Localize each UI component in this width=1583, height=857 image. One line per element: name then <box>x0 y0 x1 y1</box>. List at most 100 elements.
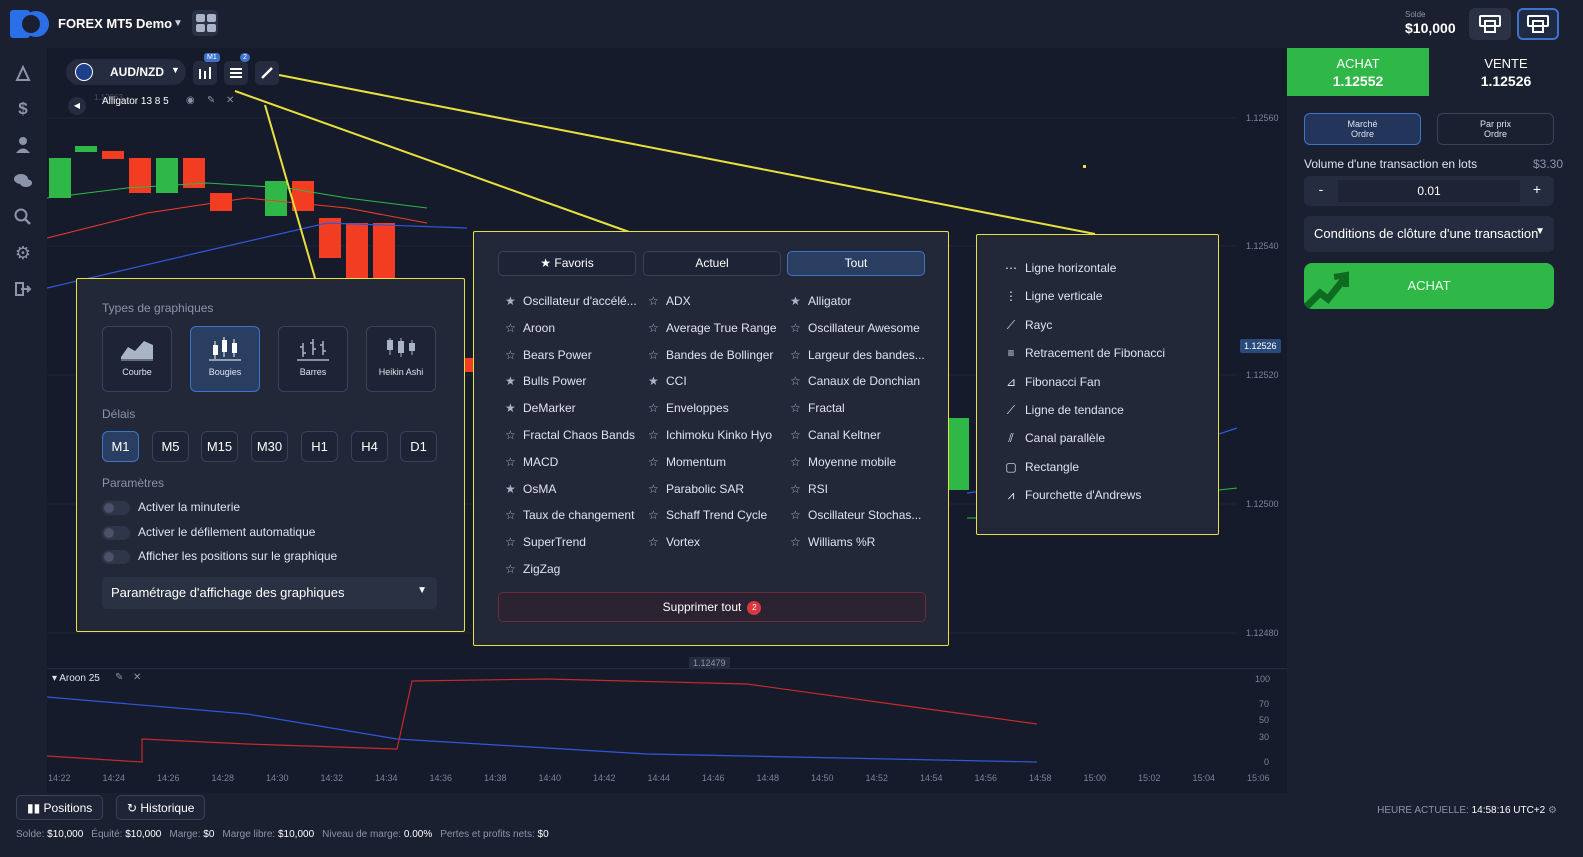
display-settings-dropdown[interactable]: Paramétrage d'affichage des graphiques ▼ <box>102 577 437 609</box>
dollar-icon[interactable]: $ <box>18 99 28 118</box>
indicator-item[interactable]: ☆ Moyenne mobile <box>790 455 928 469</box>
drawing-tool-item[interactable]: ⋮ Ligne verticale <box>1003 289 1102 303</box>
timeframe-h4[interactable]: H4 <box>351 431 388 462</box>
star-icon[interactable]: ★ <box>790 294 801 308</box>
indicator-item[interactable]: ☆ Oscillateur Stochas... <box>790 508 928 522</box>
drawing-tool-item[interactable]: ⫽ Canal parallèle <box>1003 431 1105 446</box>
indicator-item[interactable]: ★ DeMarker <box>505 401 643 415</box>
star-icon[interactable]: ☆ <box>648 535 659 550</box>
indicator-item[interactable]: ☆ Largeur des bandes... <box>790 348 928 362</box>
indicator-item[interactable]: ★ CCI <box>648 374 786 388</box>
drawing-tool-item[interactable]: ≡ Retracement de Fibonacci <box>1003 346 1165 360</box>
timeframe-m15[interactable]: M15 <box>201 431 238 462</box>
timeframe-m30[interactable]: M30 <box>251 431 288 462</box>
star-icon[interactable]: ☆ <box>790 347 801 362</box>
assets-icon[interactable] <box>12 62 34 84</box>
logout-icon[interactable] <box>12 278 34 300</box>
autoscroll-toggle[interactable] <box>102 525 130 540</box>
indicator-item[interactable]: ☆ Taux de changement <box>505 508 643 522</box>
tab-current[interactable]: Actuel <box>643 251 781 276</box>
indicator-item[interactable]: ☆ Bears Power <box>505 348 643 362</box>
star-icon[interactable]: ☆ <box>505 562 516 576</box>
account-name[interactable]: FOREX MT5 Demo <box>58 16 173 31</box>
buy-price-box[interactable]: ACHAT 1.12552 <box>1287 48 1429 96</box>
timeframe-m1[interactable]: M1 <box>102 431 139 462</box>
sell-price-box[interactable]: VENTE 1.12526 <box>1429 48 1583 96</box>
symbol-selector[interactable]: AUD/NZD ▼ <box>66 59 186 85</box>
search-chart-icon[interactable] <box>12 206 34 228</box>
star-icon[interactable]: ☆ <box>648 320 659 335</box>
edit-icon[interactable]: ✎ <box>115 672 124 683</box>
drawing-tool-item[interactable]: ⊿ Fibonacci Fan <box>1003 375 1100 389</box>
gear-icon[interactable]: ⚙ <box>14 242 32 263</box>
drawing-tool-item[interactable]: ▢ Rectangle <box>1003 460 1079 474</box>
withdraw-icon[interactable] <box>1517 8 1559 40</box>
star-icon[interactable]: ☆ <box>505 454 516 469</box>
indicator-item[interactable]: ☆ Bandes de Bollinger <box>648 348 786 362</box>
indicator-item[interactable]: ☆ Fractal Chaos Bands <box>505 428 643 442</box>
history-button[interactable]: ↻ Historique <box>116 795 206 820</box>
indicator-item[interactable]: ★ Oscillateur d'accélé... <box>505 294 643 308</box>
collapse-legend-button[interactable]: ◀ <box>68 97 86 115</box>
star-icon[interactable]: ★ <box>648 374 659 389</box>
chart-type-bars[interactable]: Barres <box>278 326 348 392</box>
drawing-tool-item[interactable]: ⟋ Ligne de tendance <box>1003 403 1124 418</box>
indicator-item[interactable]: ☆ Vortex <box>648 535 786 549</box>
star-icon[interactable]: ☆ <box>648 347 659 362</box>
star-icon[interactable]: ☆ <box>648 508 659 523</box>
grid-icon[interactable] <box>192 10 218 36</box>
indicator-item[interactable]: ☆ MACD <box>505 455 643 469</box>
timer-toggle[interactable] <box>102 500 130 515</box>
star-icon[interactable]: ☆ <box>790 374 801 389</box>
edit-icon[interactable]: ✎ <box>207 95 216 106</box>
chart-type-line[interactable]: Courbe <box>102 326 172 392</box>
star-icon[interactable]: ★ <box>505 374 516 389</box>
star-icon[interactable]: ☆ <box>790 401 801 416</box>
chevron-down-icon[interactable]: ▼ <box>173 18 183 29</box>
drawing-tool-item[interactable]: ⟋ Rayc <box>1003 318 1053 333</box>
star-icon[interactable]: ☆ <box>790 320 801 335</box>
tab-favorites[interactable]: ★ Favoris <box>498 251 636 276</box>
volume-plus-button[interactable]: + <box>1532 181 1542 197</box>
chart-type-heikin-ashi[interactable]: Heikin Ashi <box>366 326 436 392</box>
indicator-item[interactable]: ☆ Aroon <box>505 321 643 335</box>
timeframe-h1[interactable]: H1 <box>301 431 338 462</box>
indicator-item[interactable]: ☆ Parabolic SAR <box>648 482 786 496</box>
indicator-item[interactable]: ☆ Fractal <box>790 401 928 415</box>
indicator-item[interactable]: ★ OsMA <box>505 482 643 496</box>
eye-icon[interactable]: ◉ <box>186 95 195 106</box>
star-icon[interactable]: ☆ <box>648 481 659 496</box>
drawing-tools-button[interactable] <box>255 61 279 85</box>
star-icon[interactable]: ☆ <box>505 508 516 523</box>
star-icon[interactable]: ☆ <box>648 454 659 469</box>
positions-toggle[interactable] <box>102 549 130 564</box>
star-icon[interactable]: ★ <box>505 294 516 308</box>
chart-type-button[interactable]: M1 <box>193 53 220 85</box>
indicator-item[interactable]: ☆ ZigZag <box>505 562 643 576</box>
timer-toggle-row[interactable]: Activer la minuterie <box>102 500 240 515</box>
user-icon[interactable] <box>12 134 34 156</box>
indicator-item[interactable]: ☆ Enveloppes <box>648 401 786 415</box>
delete-all-button[interactable]: Supprimer tout 2 <box>498 592 926 622</box>
balance-value[interactable]: $10,000 <box>1405 20 1456 36</box>
indicator-item[interactable]: ☆ ADX <box>648 294 786 308</box>
timeframe-m5[interactable]: M5 <box>152 431 189 462</box>
star-icon[interactable]: ☆ <box>648 294 659 308</box>
price-order-button[interactable]: Par prix Ordre <box>1437 113 1554 145</box>
close-icon[interactable]: ✕ <box>133 672 142 683</box>
star-icon[interactable]: ☆ <box>505 535 516 550</box>
timeframe-d1[interactable]: D1 <box>400 431 437 462</box>
indicator-item[interactable]: ☆ RSI <box>790 482 928 496</box>
star-icon[interactable]: ★ <box>505 401 516 416</box>
indicator-item[interactable]: ★ Alligator <box>790 294 928 308</box>
indicator-item[interactable]: ☆ Williams %R <box>790 535 928 549</box>
indicator-item[interactable]: ☆ SuperTrend <box>505 535 643 549</box>
indicator-item[interactable]: ☆ Canal Keltner <box>790 428 928 442</box>
gear-icon[interactable]: ⚙ <box>1548 805 1557 816</box>
star-icon[interactable]: ☆ <box>790 508 801 523</box>
indicator-item[interactable]: ★ Bulls Power <box>505 374 643 388</box>
indicator-item[interactable]: ☆ Schaff Trend Cycle <box>648 508 786 522</box>
volume-input[interactable]: 0.01 <box>1338 180 1520 202</box>
indicator-item[interactable]: ☆ Ichimoku Kinko Hyo <box>648 428 786 442</box>
star-icon[interactable]: ☆ <box>648 401 659 416</box>
